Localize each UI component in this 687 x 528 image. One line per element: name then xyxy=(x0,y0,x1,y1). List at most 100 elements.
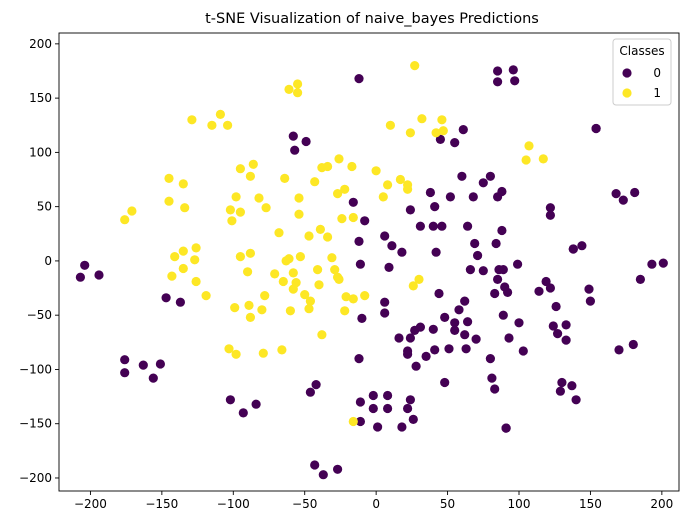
point-class-0-36 xyxy=(408,414,418,424)
point-class-0-86 xyxy=(430,345,440,355)
point-class-1-84 xyxy=(438,126,448,136)
point-class-1-30 xyxy=(224,344,234,354)
point-class-1-6 xyxy=(170,252,180,262)
point-class-1-53 xyxy=(323,161,333,172)
point-class-1-94 xyxy=(277,345,287,355)
point-class-0-30 xyxy=(368,390,378,401)
point-class-1-95 xyxy=(278,276,288,287)
point-class-1-41 xyxy=(295,252,305,262)
point-class-0-9 xyxy=(148,373,158,383)
point-class-1-25 xyxy=(245,248,255,258)
point-class-1-3 xyxy=(164,196,174,206)
point-class-0-1 xyxy=(80,260,90,270)
point-class-1-11 xyxy=(191,243,201,253)
point-class-1-34 xyxy=(274,228,284,238)
point-class-1-62 xyxy=(348,294,358,304)
y-tick-label: −100 xyxy=(19,362,52,376)
point-class-0-129 xyxy=(635,274,646,284)
point-class-0-74 xyxy=(460,296,470,306)
point-class-0-127 xyxy=(618,195,628,205)
point-class-1-79 xyxy=(410,61,420,71)
point-class-1-55 xyxy=(340,184,350,194)
point-class-1-71 xyxy=(378,192,388,202)
point-class-1-75 xyxy=(403,180,413,190)
point-class-0-124 xyxy=(545,210,556,220)
point-class-0-17 xyxy=(333,464,343,474)
point-class-0-136 xyxy=(493,77,503,87)
point-class-0-76 xyxy=(450,318,460,328)
point-class-0-14 xyxy=(305,387,315,397)
point-class-1-56 xyxy=(333,189,343,199)
point-class-0-104 xyxy=(503,287,513,297)
point-class-0-75 xyxy=(454,305,464,315)
point-class-1-14 xyxy=(207,120,217,130)
point-class-0-16 xyxy=(318,470,328,480)
point-class-0-138 xyxy=(440,377,450,388)
point-class-1-24 xyxy=(248,159,258,169)
point-class-0-98 xyxy=(518,346,528,356)
point-class-0-19 xyxy=(288,131,298,141)
point-class-1-65 xyxy=(330,265,340,275)
point-class-0-109 xyxy=(548,321,558,331)
point-class-0-42 xyxy=(380,297,390,307)
point-class-0-15 xyxy=(310,460,320,470)
point-class-0-71 xyxy=(473,250,483,261)
point-class-0-99 xyxy=(513,259,523,269)
point-class-0-18 xyxy=(301,136,311,147)
point-class-1-67 xyxy=(347,161,357,172)
point-class-0-48 xyxy=(411,361,421,371)
point-class-0-33 xyxy=(383,403,393,414)
legend-title: Classes xyxy=(619,44,664,58)
point-class-0-61 xyxy=(463,221,473,231)
point-class-0-122 xyxy=(591,123,601,134)
point-class-1-93 xyxy=(260,291,270,301)
point-class-1-88 xyxy=(201,291,211,301)
point-class-0-34 xyxy=(373,422,383,432)
point-class-0-8 xyxy=(155,359,165,369)
point-class-1-82 xyxy=(437,115,447,125)
point-class-1-23 xyxy=(245,171,255,181)
point-class-1-44 xyxy=(304,231,314,241)
point-class-0-24 xyxy=(360,216,370,226)
point-class-0-46 xyxy=(405,333,415,343)
point-class-0-73 xyxy=(465,265,475,275)
y-tick-label: −50 xyxy=(27,308,52,322)
x-tick-label: 0 xyxy=(372,497,380,511)
point-class-1-64 xyxy=(334,274,344,284)
point-class-1-16 xyxy=(223,120,233,130)
point-class-1-1 xyxy=(127,206,137,216)
point-class-0-4 xyxy=(175,297,185,307)
point-class-0-31 xyxy=(368,403,378,414)
point-class-0-27 xyxy=(354,354,364,364)
point-class-1-60 xyxy=(341,292,351,302)
point-class-1-83 xyxy=(431,128,441,138)
point-class-0-25 xyxy=(355,259,365,269)
x-tick-label: −50 xyxy=(292,497,317,511)
point-class-0-80 xyxy=(434,288,444,299)
point-class-0-111 xyxy=(557,377,567,388)
point-class-1-35 xyxy=(280,173,290,183)
point-class-1-39 xyxy=(285,306,295,316)
x-tick-label: 50 xyxy=(440,497,455,511)
point-class-1-45 xyxy=(305,296,315,306)
point-class-0-70 xyxy=(478,266,488,276)
point-class-1-92 xyxy=(293,88,303,98)
point-class-0-106 xyxy=(541,276,551,287)
point-class-1-7 xyxy=(178,263,188,274)
chart-title: t-SNE Visualization of naive_bayes Predi… xyxy=(205,11,539,27)
y-tick-label: 200 xyxy=(29,37,52,51)
point-class-1-57 xyxy=(323,232,333,242)
point-class-1-32 xyxy=(254,193,264,203)
point-class-1-81 xyxy=(417,114,427,124)
point-class-0-51 xyxy=(415,221,425,231)
point-class-1-96 xyxy=(281,256,291,266)
point-class-0-38 xyxy=(397,422,407,432)
point-class-0-64 xyxy=(485,171,495,181)
point-class-0-118 xyxy=(577,241,587,251)
point-class-0-96 xyxy=(504,333,514,343)
point-class-1-73 xyxy=(395,174,405,185)
point-class-0-52 xyxy=(425,187,435,198)
point-class-1-48 xyxy=(314,280,324,290)
point-class-1-61 xyxy=(340,306,350,316)
